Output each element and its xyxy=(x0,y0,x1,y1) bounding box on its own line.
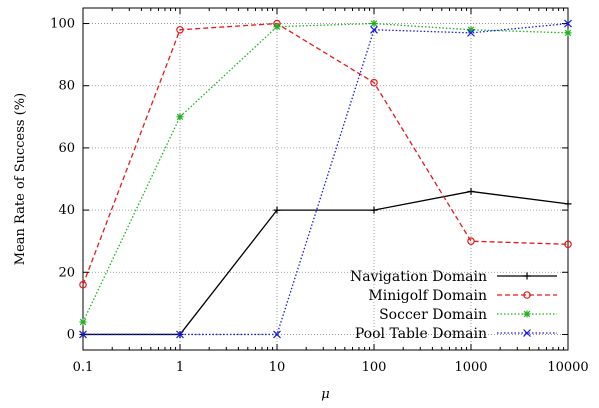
data-point xyxy=(564,19,572,28)
x-tick-label: 1000 xyxy=(454,360,487,375)
data-point xyxy=(523,291,531,299)
data-point xyxy=(523,272,531,280)
legend: Navigation Domain Minigolf Domain Soccer D… xyxy=(350,269,557,342)
data-point xyxy=(467,28,475,37)
x-tick-label: 100 xyxy=(362,360,387,375)
y-tick-label: 100 xyxy=(50,17,75,32)
x-tick-label: 1 xyxy=(176,360,184,375)
axis-ticks: 0 20 40 60 80 100 0.1 1 10 100 1000 10000 xyxy=(50,8,589,375)
series-line xyxy=(83,22,569,336)
legend-item: Minigolf Domain xyxy=(368,288,557,304)
y-tick-label: 60 xyxy=(58,141,75,156)
y-tick-label: 40 xyxy=(58,203,75,218)
series-line xyxy=(82,22,569,323)
data-point xyxy=(467,237,475,245)
series-layer xyxy=(79,19,572,339)
data-point xyxy=(370,20,378,28)
data-point xyxy=(564,200,572,208)
x-tick-label: 10000 xyxy=(547,360,588,375)
legend-label: Pool Table Domain xyxy=(355,326,487,342)
series-line xyxy=(82,22,569,285)
y-axis-label: Mean Rate of Success (%) xyxy=(13,93,28,265)
data-point xyxy=(467,187,475,195)
data-point xyxy=(273,206,281,214)
data-point xyxy=(467,26,475,34)
legend-item: Soccer Domain xyxy=(379,307,557,323)
series-pool-table-domain xyxy=(79,19,572,339)
y-tick-label: 80 xyxy=(58,79,75,94)
y-tick-label: 0 xyxy=(67,327,75,342)
x-tick-label: 10 xyxy=(269,360,286,375)
legend-item: Navigation Domain xyxy=(350,269,557,285)
x-axis-label: μ xyxy=(321,387,329,402)
legend-label: Minigolf Domain xyxy=(368,288,487,304)
legend-label: Soccer Domain xyxy=(379,307,487,323)
data-point xyxy=(79,318,87,326)
series-minigolf-domain xyxy=(79,19,572,289)
legend-label: Navigation Domain xyxy=(350,269,487,285)
x-tick-label: 0.1 xyxy=(73,360,94,375)
series-line xyxy=(83,190,569,336)
data-point xyxy=(176,25,184,34)
data-point xyxy=(79,280,87,289)
data-point xyxy=(564,240,572,249)
series-soccer-domain xyxy=(79,20,572,326)
plot-frame xyxy=(82,7,569,351)
data-point xyxy=(523,329,531,337)
data-point xyxy=(273,23,281,31)
data-point xyxy=(273,330,281,339)
grid-lines xyxy=(82,8,569,350)
data-point xyxy=(176,330,184,339)
data-point xyxy=(564,29,572,37)
data-point xyxy=(523,310,531,318)
y-tick-label: 20 xyxy=(58,265,75,280)
legend-item: Pool Table Domain xyxy=(355,326,557,342)
data-point xyxy=(79,330,87,339)
data-point xyxy=(176,113,184,121)
data-point xyxy=(370,25,378,34)
data-point xyxy=(370,206,378,214)
data-point xyxy=(370,78,378,87)
